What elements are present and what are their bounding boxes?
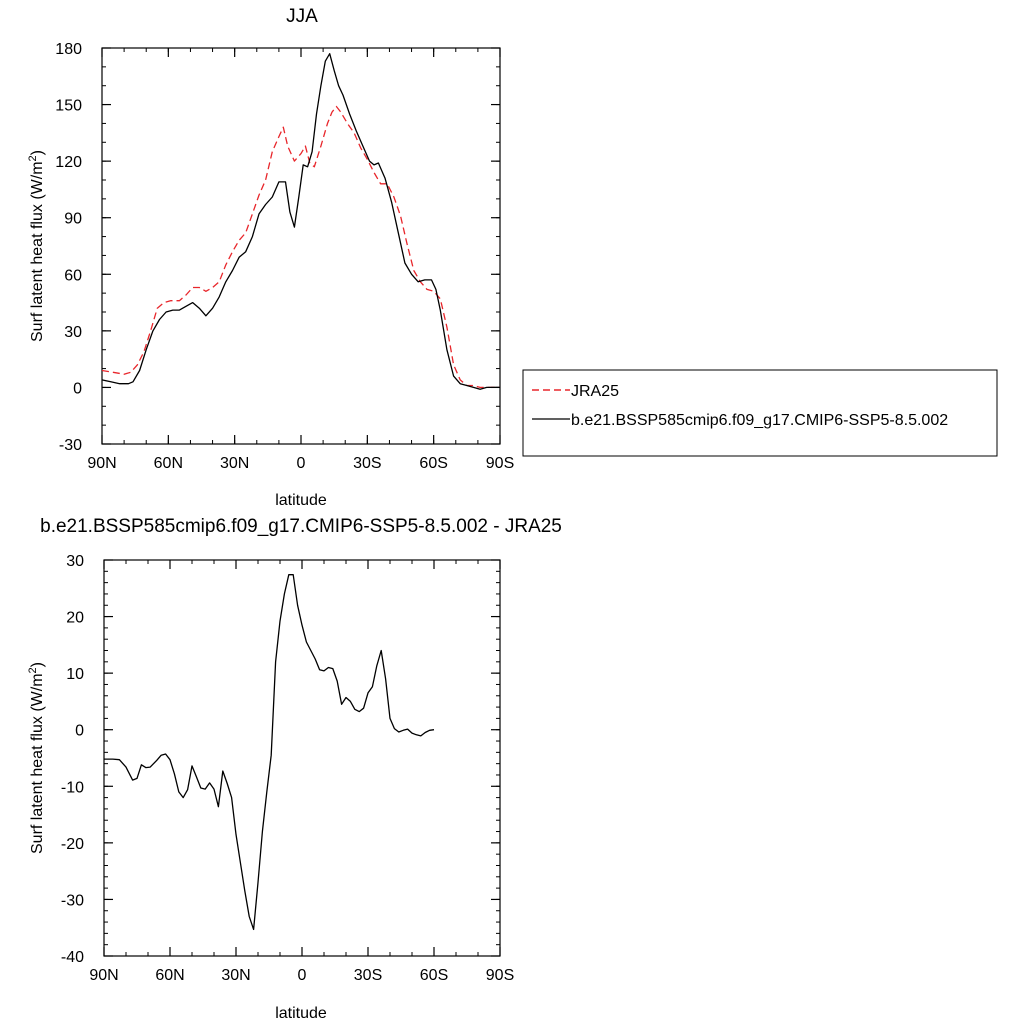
top-y-tick-label: 90 [64,211,82,228]
bottom-y-tick-label: -40 [61,949,84,966]
bottom-x-tick-label: 90N [89,967,118,984]
top-y-tick-label: 120 [55,154,82,171]
top-series-line-0 [101,105,500,389]
top-series-group [101,53,500,390]
top-panel: JJA 90N 60N 30N 0 30S 60S 90S -30 0 30 60 90 120 150 1… [27,6,514,509]
bottom-y-axis-title: Surf latent heat flux (W/m2) [27,662,46,854]
top-x-tick-label: 90S [486,455,514,472]
bottom-x-tick-label: 60N [155,967,184,984]
legend: JRA25 b.e21.BSSP585cmip6.f09_g17.CMIP6-S… [522,369,998,457]
top-y-tick-label: 180 [55,41,82,58]
legend-label-model: b.e21.BSSP585cmip6.f09_g17.CMIP6-SSP5-8.… [571,412,948,429]
bottom-x-tick-label: 0 [298,967,307,984]
top-y-tick-label: 0 [73,380,82,397]
legend-label-jra25: JRA25 [571,383,619,400]
top-chart-title: JJA [286,6,318,27]
bottom-y-tick-label: -20 [61,836,84,853]
bottom-plot-frame [103,559,501,957]
top-series-line-1 [101,53,500,390]
top-x-tick-label: 30S [353,455,381,472]
bottom-y-tick-label: 20 [66,610,84,627]
bottom-y-tick-label: -10 [61,779,84,796]
top-x-tick-label: 90N [87,455,116,472]
top-y-axis-title: Surf latent heat flux (W/m2) [27,150,46,342]
bottom-x-tick-label: 60S [420,967,448,984]
top-x-axis-title: latitude [275,492,327,509]
top-x-tick-label: 60N [154,455,183,472]
bottom-y-tick-label: 0 [75,723,84,740]
bottom-y-tick-label: -30 [61,892,84,909]
legend-box [522,369,998,457]
top-x-tick-label: 0 [297,455,306,472]
bottom-panel: b.e21.BSSP585cmip6.f09_g17.CMIP6-SSP5-8.… [27,516,562,1022]
bottom-y-tick-label: 10 [66,666,84,683]
bottom-series-group [104,574,435,931]
bottom-chart-title: b.e21.BSSP585cmip6.f09_g17.CMIP6-SSP5-8.… [40,516,562,537]
top-y-tick-label: -30 [59,437,82,454]
top-plot-frame [101,47,501,445]
bottom-series-line-0 [104,574,435,931]
bottom-y-tick-label: 30 [66,553,84,570]
top-y-tick-label: 60 [64,267,82,284]
top-y-tick-label: 150 [55,98,82,115]
bottom-x-tick-label: 30S [354,967,382,984]
top-x-tick-label: 30N [220,455,249,472]
bottom-x-axis-title: latitude [275,1005,327,1022]
top-y-tick-label: 30 [64,324,82,341]
bottom-axis-ticks: 90N 60N 30N 0 30S 60S 90S -40 -30 -20 -10 0 10 20 30 [61,553,514,984]
bottom-x-tick-label: 30N [221,967,250,984]
bottom-x-tick-label: 90S [486,967,514,984]
top-axis-ticks: 90N 60N 30N 0 30S 60S 90S -30 0 30 60 90 120 150 180 [55,41,514,472]
top-x-tick-label: 60S [419,455,447,472]
